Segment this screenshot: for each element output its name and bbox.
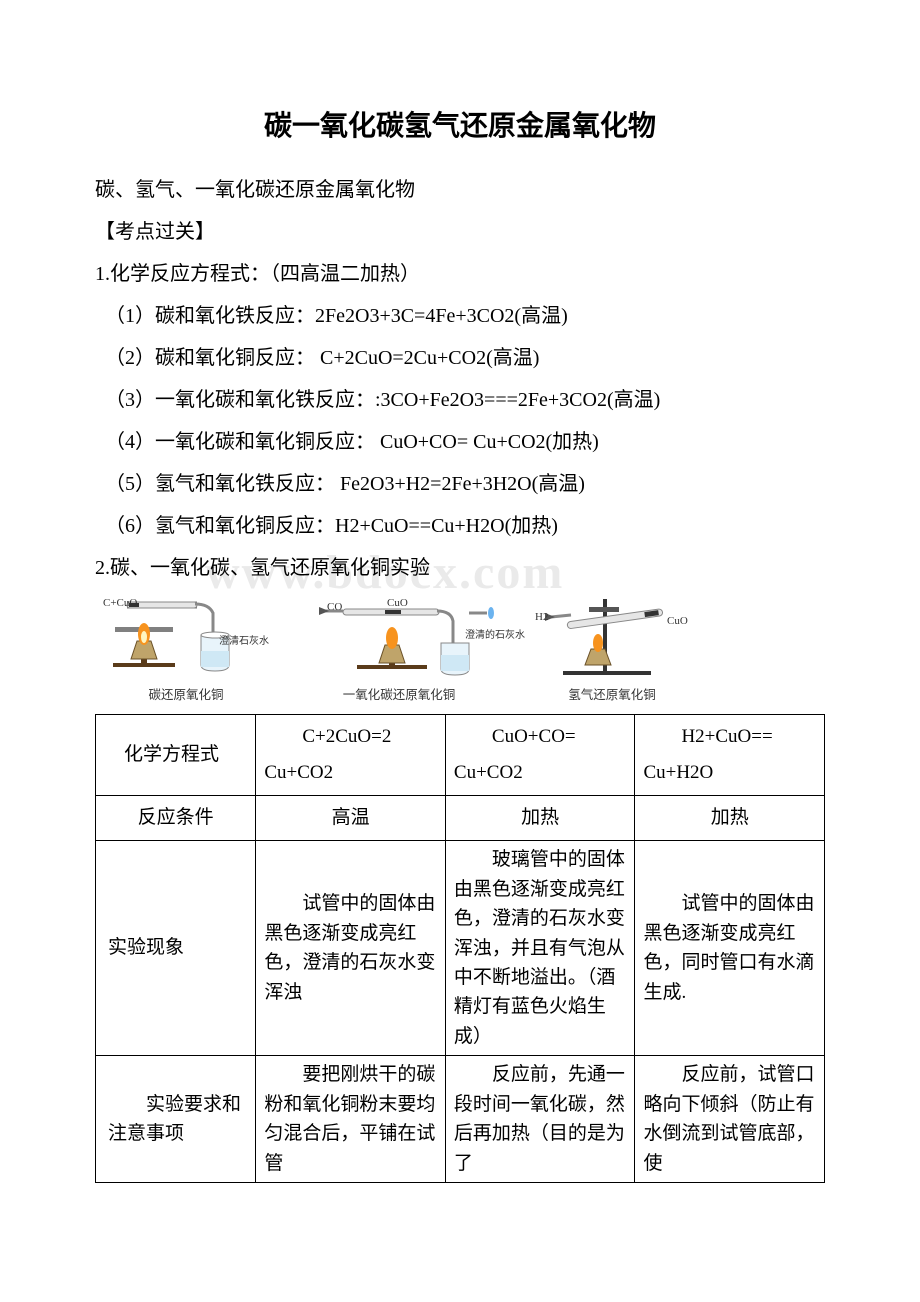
cell-eq-h2: H2+CuO==Cu+H2O xyxy=(635,714,825,795)
diagram2-caption: 一氧化碳还原氧化铜 xyxy=(343,684,456,708)
diagram3-caption: 氢气还原氧化铜 xyxy=(568,684,656,708)
diagram-h2: H2 CuO 氢气还原氧化铜 xyxy=(527,593,697,708)
diagram2-beaker-label: 澄清的石灰水 xyxy=(465,631,525,642)
cell-phen-h2: 试管中的固体由黑色逐渐变成亮红色，同时管口有水滴生成. xyxy=(635,841,825,1056)
equation-4: （4）一氧化碳和氧化铜反应： CuO+CO= Cu+CO2(加热) xyxy=(95,423,825,461)
table-row: 化学方程式 C+2CuO=2Cu+CO2 CuO+CO=Cu+CO2 H2+Cu… xyxy=(96,714,825,795)
cell-header-notes: 实验要求和注意事项 xyxy=(96,1056,256,1183)
cell-header-condition: 反应条件 xyxy=(96,796,256,841)
cell-cond-h2: 加热 xyxy=(635,796,825,841)
table-row: 反应条件 高温 加热 加热 xyxy=(96,796,825,841)
diagram2-reagent-label: CuO xyxy=(387,593,408,614)
diagram-row: C+CuO 澄清石灰水 碳还原氧化铜 CO CuO xyxy=(95,593,825,708)
page-title: 碳一氧化碳氢气还原金属氧化物 xyxy=(95,100,825,153)
cell-eq-co: CuO+CO=Cu+CO2 xyxy=(445,714,635,795)
section2-header: 2.碳、一氧化碳、氢气还原氧化铜实验 xyxy=(95,549,825,587)
cell-cond-c: 高温 xyxy=(256,796,446,841)
diagram-co: CO CuO 澄清的石灰水 一氧化碳还原氧化铜 xyxy=(299,593,499,708)
diagram1-reagent-label: C+CuO xyxy=(103,593,137,614)
diagram1-beaker-label: 澄清石灰水 xyxy=(219,637,269,648)
cell-eq-c: C+2CuO=2Cu+CO2 xyxy=(256,714,446,795)
diagram3-gas-label: H2 xyxy=(535,607,548,628)
diagram-carbon: C+CuO 澄清石灰水 碳还原氧化铜 xyxy=(101,593,271,708)
table-row: 实验要求和注意事项 要把刚烘干的碳粉和氧化铜粉末要均匀混合后，平铺在试管 反应前… xyxy=(96,1056,825,1183)
exam-section-label: 【考点过关】 xyxy=(95,213,825,251)
table-row: 实验现象 试管中的固体由黑色逐渐变成亮红色，澄清的石灰水变浑浊 玻璃管中的固体由… xyxy=(96,841,825,1056)
diagram1-caption: 碳还原氧化铜 xyxy=(148,684,223,708)
equation-5: （5）氢气和氧化铁反应： Fe2O3+H2=2Fe+3H2O(高温) xyxy=(95,465,825,503)
diagram3-svg xyxy=(527,593,697,681)
equation-6: （6）氢气和氧化铜反应：H2+CuO==Cu+H2O(加热) xyxy=(95,507,825,545)
cell-notes-c: 要把刚烘干的碳粉和氧化铜粉末要均匀混合后，平铺在试管 xyxy=(256,1056,446,1183)
cell-phen-c: 试管中的固体由黑色逐渐变成亮红色，澄清的石灰水变浑浊 xyxy=(256,841,446,1056)
subtitle: 碳、氢气、一氧化碳还原金属氧化物 xyxy=(95,171,825,209)
section1-header: 1.化学反应方程式：（四高温二加热） xyxy=(95,255,825,293)
cell-header-phenomena: 实验现象 xyxy=(96,841,256,1056)
diagram3-reagent-label: CuO xyxy=(667,611,688,632)
equation-3: （3）一氧化碳和氧化铁反应：:3CO+Fe2O3===2Fe+3CO2(高温) xyxy=(95,381,825,419)
equation-1: （1）碳和氧化铁反应：2Fe2O3+3C=4Fe+3CO2(高温) xyxy=(95,297,825,335)
cell-notes-co: 反应前，先通一段时间一氧化碳，然后再加热（目的是为了 xyxy=(445,1056,635,1183)
cell-cond-co: 加热 xyxy=(445,796,635,841)
cell-header-equation: 化学方程式 xyxy=(96,714,256,795)
equation-2: （2）碳和氧化铜反应： C+2CuO=2Cu+CO2(高温) xyxy=(95,339,825,377)
comparison-table: 化学方程式 C+2CuO=2Cu+CO2 CuO+CO=Cu+CO2 H2+Cu… xyxy=(95,714,825,1183)
cell-phen-co: 玻璃管中的固体由黑色逐渐变成亮红色，澄清的石灰水变浑浊，并且有气泡从中不断地溢出… xyxy=(445,841,635,1056)
diagram2-gas-label: CO xyxy=(327,597,342,618)
cell-notes-h2: 反应前，试管口略向下倾斜（防止有水倒流到试管底部，使 xyxy=(635,1056,825,1183)
